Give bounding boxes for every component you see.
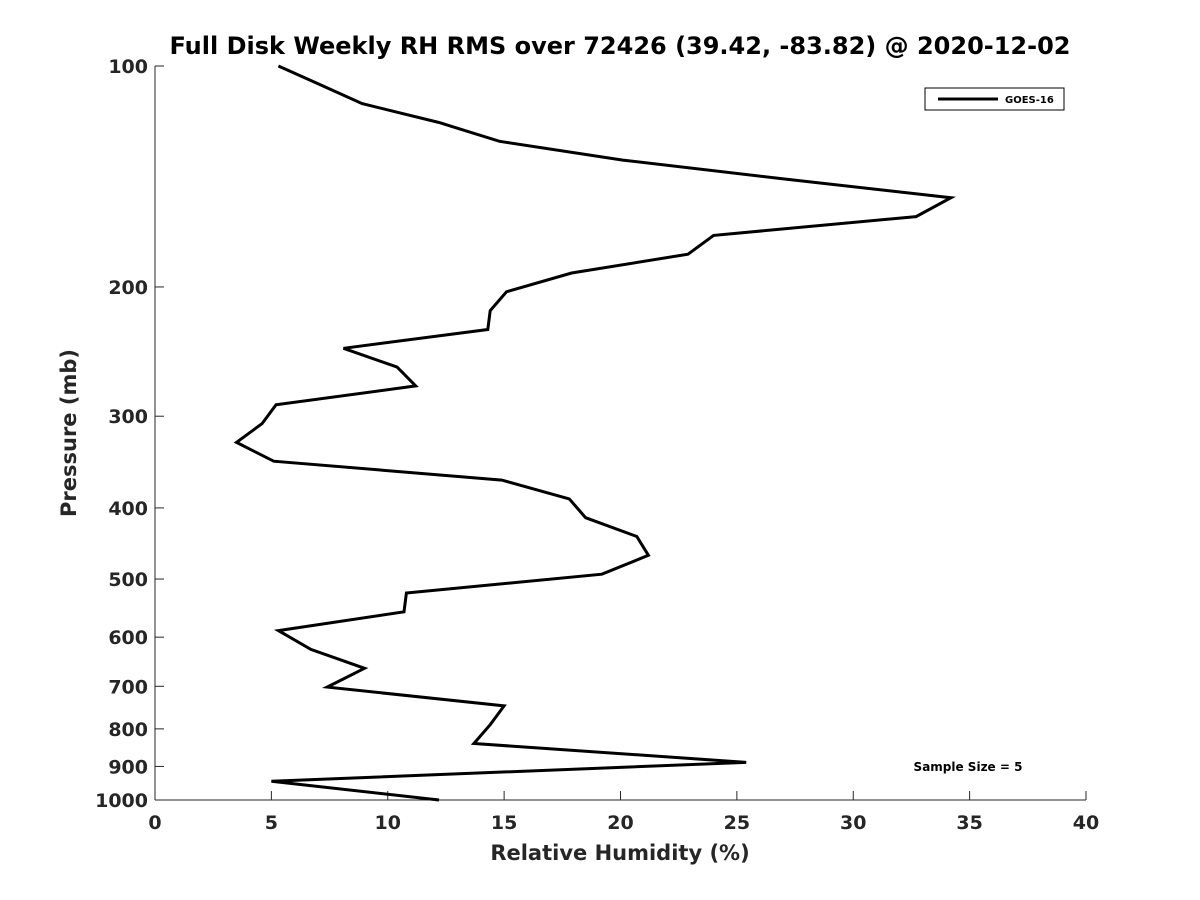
legend: GOES-16 xyxy=(924,87,1065,111)
sample-size-annotation: Sample Size = 5 xyxy=(914,760,1023,774)
y-tick-label: 700 xyxy=(108,676,148,698)
x-tick-label: 10 xyxy=(375,812,401,834)
series-group xyxy=(233,64,956,802)
x-tick-label: 0 xyxy=(148,812,161,834)
y-tick-label: 900 xyxy=(108,756,148,778)
y-tick-label: 200 xyxy=(108,277,148,299)
x-tick-label: 25 xyxy=(724,812,750,834)
y-axis-label: Pressure (mb) xyxy=(57,349,81,517)
x-tick-label: 5 xyxy=(265,812,278,834)
y-tick-label: 800 xyxy=(108,719,148,741)
x-ticks: 0 5 10 15 20 25 30 35 40 xyxy=(148,791,1099,834)
y-tick-label: 400 xyxy=(108,498,148,520)
y-tick-label: 500 xyxy=(108,569,148,591)
x-tick-label: 15 xyxy=(491,812,517,834)
x-tick-label: 20 xyxy=(607,812,633,834)
x-axis-label: Relative Humidity (%) xyxy=(490,841,749,865)
x-tick-label: 30 xyxy=(840,812,866,834)
y-ticks: 100 200 300 400 500 600 700 800 900 1000 xyxy=(95,56,164,812)
legend-label-goes-16: GOES-16 xyxy=(1005,95,1054,106)
x-tick-label: 40 xyxy=(1073,812,1099,834)
y-tick-label: 100 xyxy=(108,56,148,78)
chart-title: Full Disk Weekly RH RMS over 72426 (39.4… xyxy=(169,32,1070,60)
y-tick-label: 1000 xyxy=(95,790,148,812)
x-tick-label: 35 xyxy=(956,812,982,834)
series-line-goes-16 xyxy=(233,64,956,802)
y-tick-label: 600 xyxy=(108,627,148,649)
y-tick-label: 300 xyxy=(108,406,148,428)
